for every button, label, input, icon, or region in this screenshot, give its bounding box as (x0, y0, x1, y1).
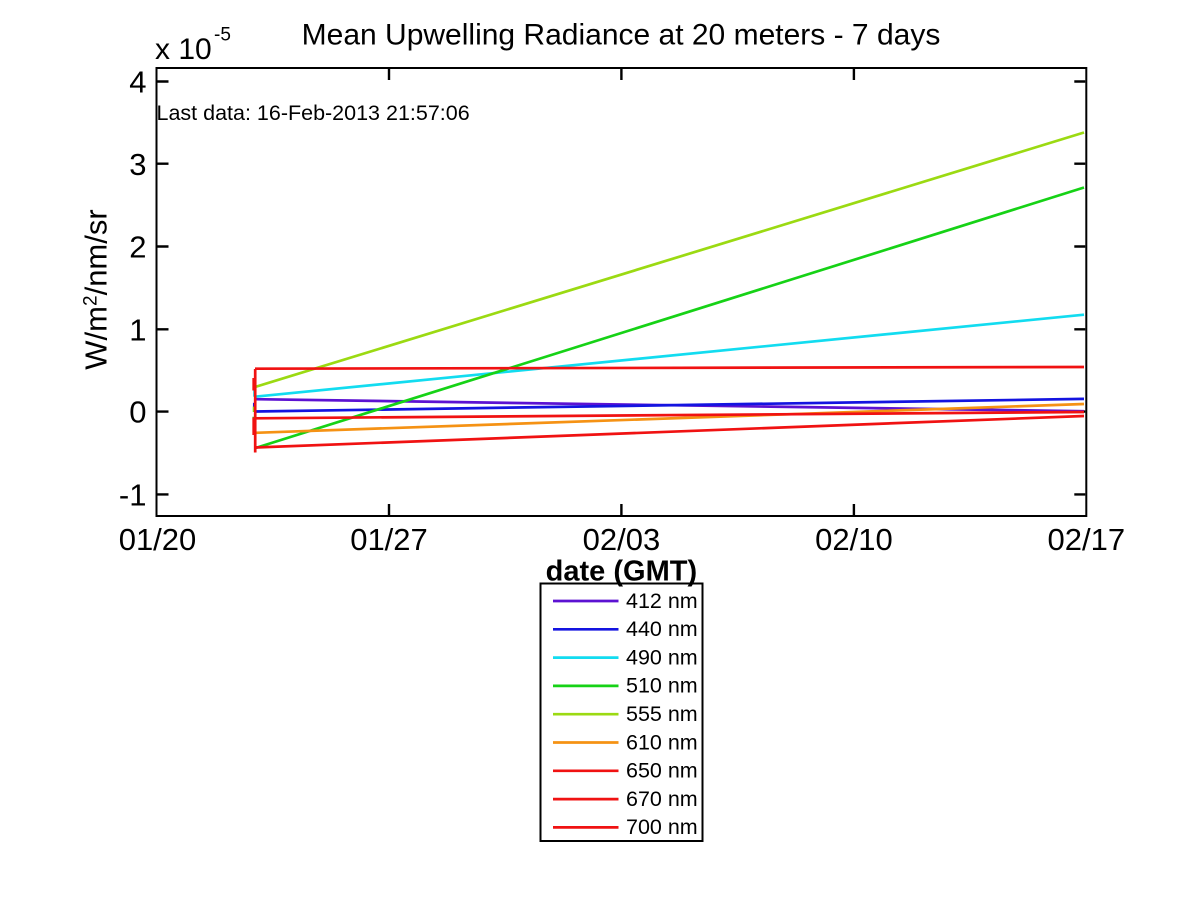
svg-text:02/10: 02/10 (815, 522, 893, 557)
svg-text:555 nm: 555 nm (626, 702, 698, 726)
svg-text:700 nm: 700 nm (626, 815, 698, 839)
svg-text:650 nm: 650 nm (626, 759, 698, 783)
svg-text:Mean Upwelling Radiance at 20: Mean Upwelling Radiance at 20 meters - 7… (302, 19, 941, 52)
svg-text:01/20: 01/20 (119, 522, 197, 557)
svg-text:date (GMT): date (GMT) (546, 556, 697, 588)
svg-text:4: 4 (129, 65, 146, 100)
svg-text:-5: -5 (214, 25, 231, 46)
svg-text:Last data: 16-Feb-2013 21:57:0: Last data: 16-Feb-2013 21:57:06 (157, 101, 470, 125)
svg-text:490 nm: 490 nm (626, 645, 698, 669)
svg-text:0: 0 (129, 395, 146, 430)
svg-text:440 nm: 440 nm (626, 617, 698, 641)
svg-text:1: 1 (129, 312, 146, 347)
svg-text:x 10: x 10 (155, 33, 212, 66)
svg-text:670 nm: 670 nm (626, 787, 698, 811)
svg-text:W/m2/nm/sr: W/m2/nm/sr (79, 209, 114, 369)
svg-text:510 nm: 510 nm (626, 674, 698, 698)
svg-text:-1: -1 (119, 478, 147, 513)
svg-text:02/17: 02/17 (1048, 522, 1126, 557)
svg-text:3: 3 (129, 147, 146, 182)
svg-text:02/03: 02/03 (583, 522, 661, 557)
svg-text:610 nm: 610 nm (626, 730, 698, 754)
svg-text:2: 2 (129, 230, 146, 265)
svg-text:01/27: 01/27 (350, 522, 428, 557)
svg-text:412 nm: 412 nm (626, 589, 698, 613)
